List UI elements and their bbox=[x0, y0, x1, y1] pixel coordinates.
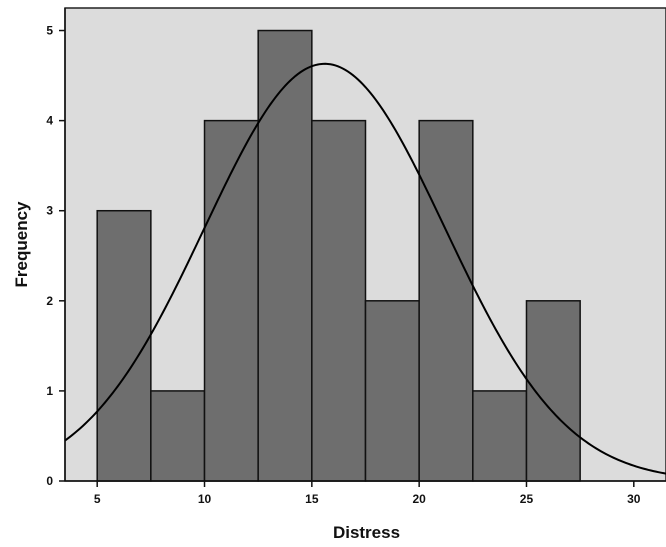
y-tick-label-2: 2 bbox=[46, 294, 53, 308]
x-tick-label-30: 30 bbox=[627, 492, 641, 506]
x-tick-label-20: 20 bbox=[412, 492, 426, 506]
y-tick-label-0: 0 bbox=[46, 474, 53, 488]
x-tick-label-25: 25 bbox=[520, 492, 534, 506]
histogram-bar-3 bbox=[203, 119, 259, 482]
histogram-bar-6 bbox=[364, 300, 420, 482]
y-tick-label-4: 4 bbox=[46, 114, 53, 128]
histogram-bar-7 bbox=[418, 119, 474, 482]
y-tick-label-3: 3 bbox=[46, 204, 53, 218]
histogram-bar-4 bbox=[257, 29, 313, 482]
x-axis-title: Distress bbox=[333, 523, 400, 542]
x-tick-label-5: 5 bbox=[94, 492, 101, 506]
histogram-bar-1 bbox=[96, 209, 152, 482]
y-axis-title: Frequency bbox=[12, 201, 31, 288]
x-tick-label-15: 15 bbox=[305, 492, 319, 506]
normal-curve bbox=[64, 62, 666, 475]
x-tick-label-10: 10 bbox=[198, 492, 212, 506]
y-tick-label-1: 1 bbox=[46, 384, 53, 398]
histogram-bar-2 bbox=[150, 390, 206, 482]
histogram-bar-8 bbox=[472, 390, 528, 482]
y-tick-label-5: 5 bbox=[46, 24, 53, 38]
histogram-bar-5 bbox=[311, 119, 367, 482]
